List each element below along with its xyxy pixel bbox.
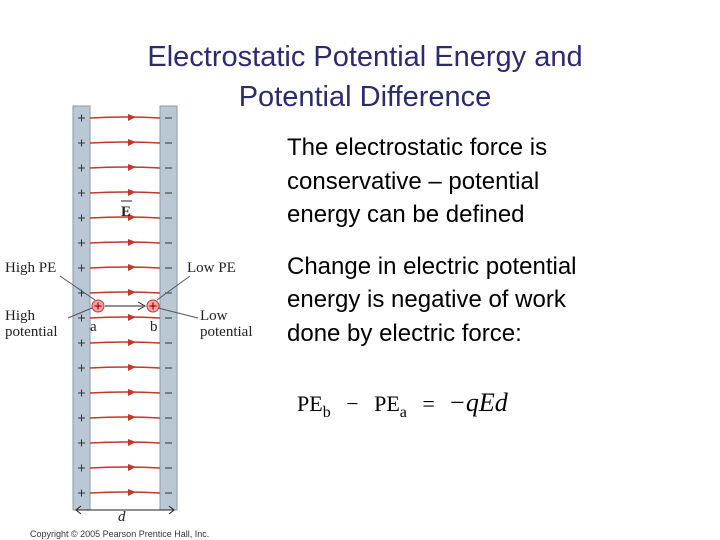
bullets: The electrostatic force is conservative … [287, 134, 577, 347]
arrowhead [128, 389, 136, 396]
arrowhead [128, 364, 136, 371]
field-line [89, 241, 161, 244]
arrowhead [128, 139, 136, 146]
bullet-line: Change in electric potential [287, 253, 577, 280]
charge-sign [94, 302, 102, 310]
bullet-line: energy is negative of work [287, 286, 567, 313]
arrowhead [128, 214, 136, 221]
arrowhead [128, 464, 136, 471]
eq-op: = [422, 391, 434, 416]
label: potential [5, 324, 58, 340]
field-line [89, 191, 161, 194]
label: High PE [5, 260, 56, 276]
plus-sign [78, 214, 85, 222]
eq-rhs: −qEd [448, 388, 508, 417]
plus-sign [78, 364, 85, 372]
field-line [89, 466, 161, 469]
plus-sign [78, 139, 85, 147]
bullet-line: The electrostatic force is [287, 134, 547, 161]
arrowhead [128, 239, 136, 246]
plus-sign [78, 164, 85, 172]
copyright: Copyright © 2005 Pearson Prentice Hall, … [30, 529, 209, 539]
field-line [89, 491, 161, 494]
label: Low [200, 308, 228, 324]
distance-label: d [118, 509, 126, 525]
arrowhead [128, 339, 136, 346]
field-line [89, 266, 161, 269]
plus-sign [78, 414, 85, 422]
title: Potential Difference [239, 81, 492, 113]
eq-sub: a [400, 404, 407, 421]
plus-sign [78, 389, 85, 397]
field-line [89, 341, 161, 344]
arrowhead [128, 189, 136, 196]
plus-sign [78, 114, 85, 122]
eq-term: PE [374, 391, 400, 416]
figure [59, 105, 199, 515]
right-plate [159, 105, 178, 511]
move-arrow [105, 301, 147, 311]
plus-sign [78, 264, 85, 272]
plus-sign [78, 339, 85, 347]
label: High [5, 308, 36, 324]
field-line [89, 291, 161, 294]
arrowhead [128, 439, 136, 446]
plus-sign [78, 314, 85, 322]
field-line [89, 166, 161, 169]
arrowhead [128, 114, 136, 121]
point-label: a [90, 319, 97, 335]
charge-sign [149, 302, 157, 310]
bullet-line: energy can be defined [287, 201, 525, 228]
point-label: b [150, 319, 158, 335]
arrowhead [128, 489, 136, 496]
plus-sign [78, 239, 85, 247]
title: Electrostatic Potential Energy and [147, 41, 582, 73]
plus-sign [78, 439, 85, 447]
field-label: E [121, 204, 131, 220]
label: potential [200, 324, 253, 340]
arrowhead [128, 289, 136, 296]
arrowhead [128, 264, 136, 271]
plus-sign [78, 489, 85, 497]
field-line [89, 416, 161, 419]
bullet-line: conservative – potential [287, 168, 539, 195]
arrowhead [128, 164, 136, 171]
dimension [75, 505, 175, 515]
arrowhead [128, 414, 136, 421]
field-line [89, 316, 161, 319]
plus-sign [78, 189, 85, 197]
field-line [89, 366, 161, 369]
field-line [89, 216, 161, 219]
field-line [89, 391, 161, 394]
arrowhead [128, 314, 136, 321]
eq-op: − [346, 391, 358, 416]
field-line [89, 141, 161, 144]
eq-term: PE [297, 391, 323, 416]
field-line [89, 441, 161, 444]
plus-sign [78, 464, 85, 472]
pointer [59, 275, 199, 319]
label: Low PE [187, 260, 236, 276]
field-line [89, 116, 161, 119]
equation: PEb − PEa = −qEd [297, 388, 509, 422]
eq-sub: b [323, 404, 331, 421]
bullet-line: done by electric force: [287, 320, 522, 347]
